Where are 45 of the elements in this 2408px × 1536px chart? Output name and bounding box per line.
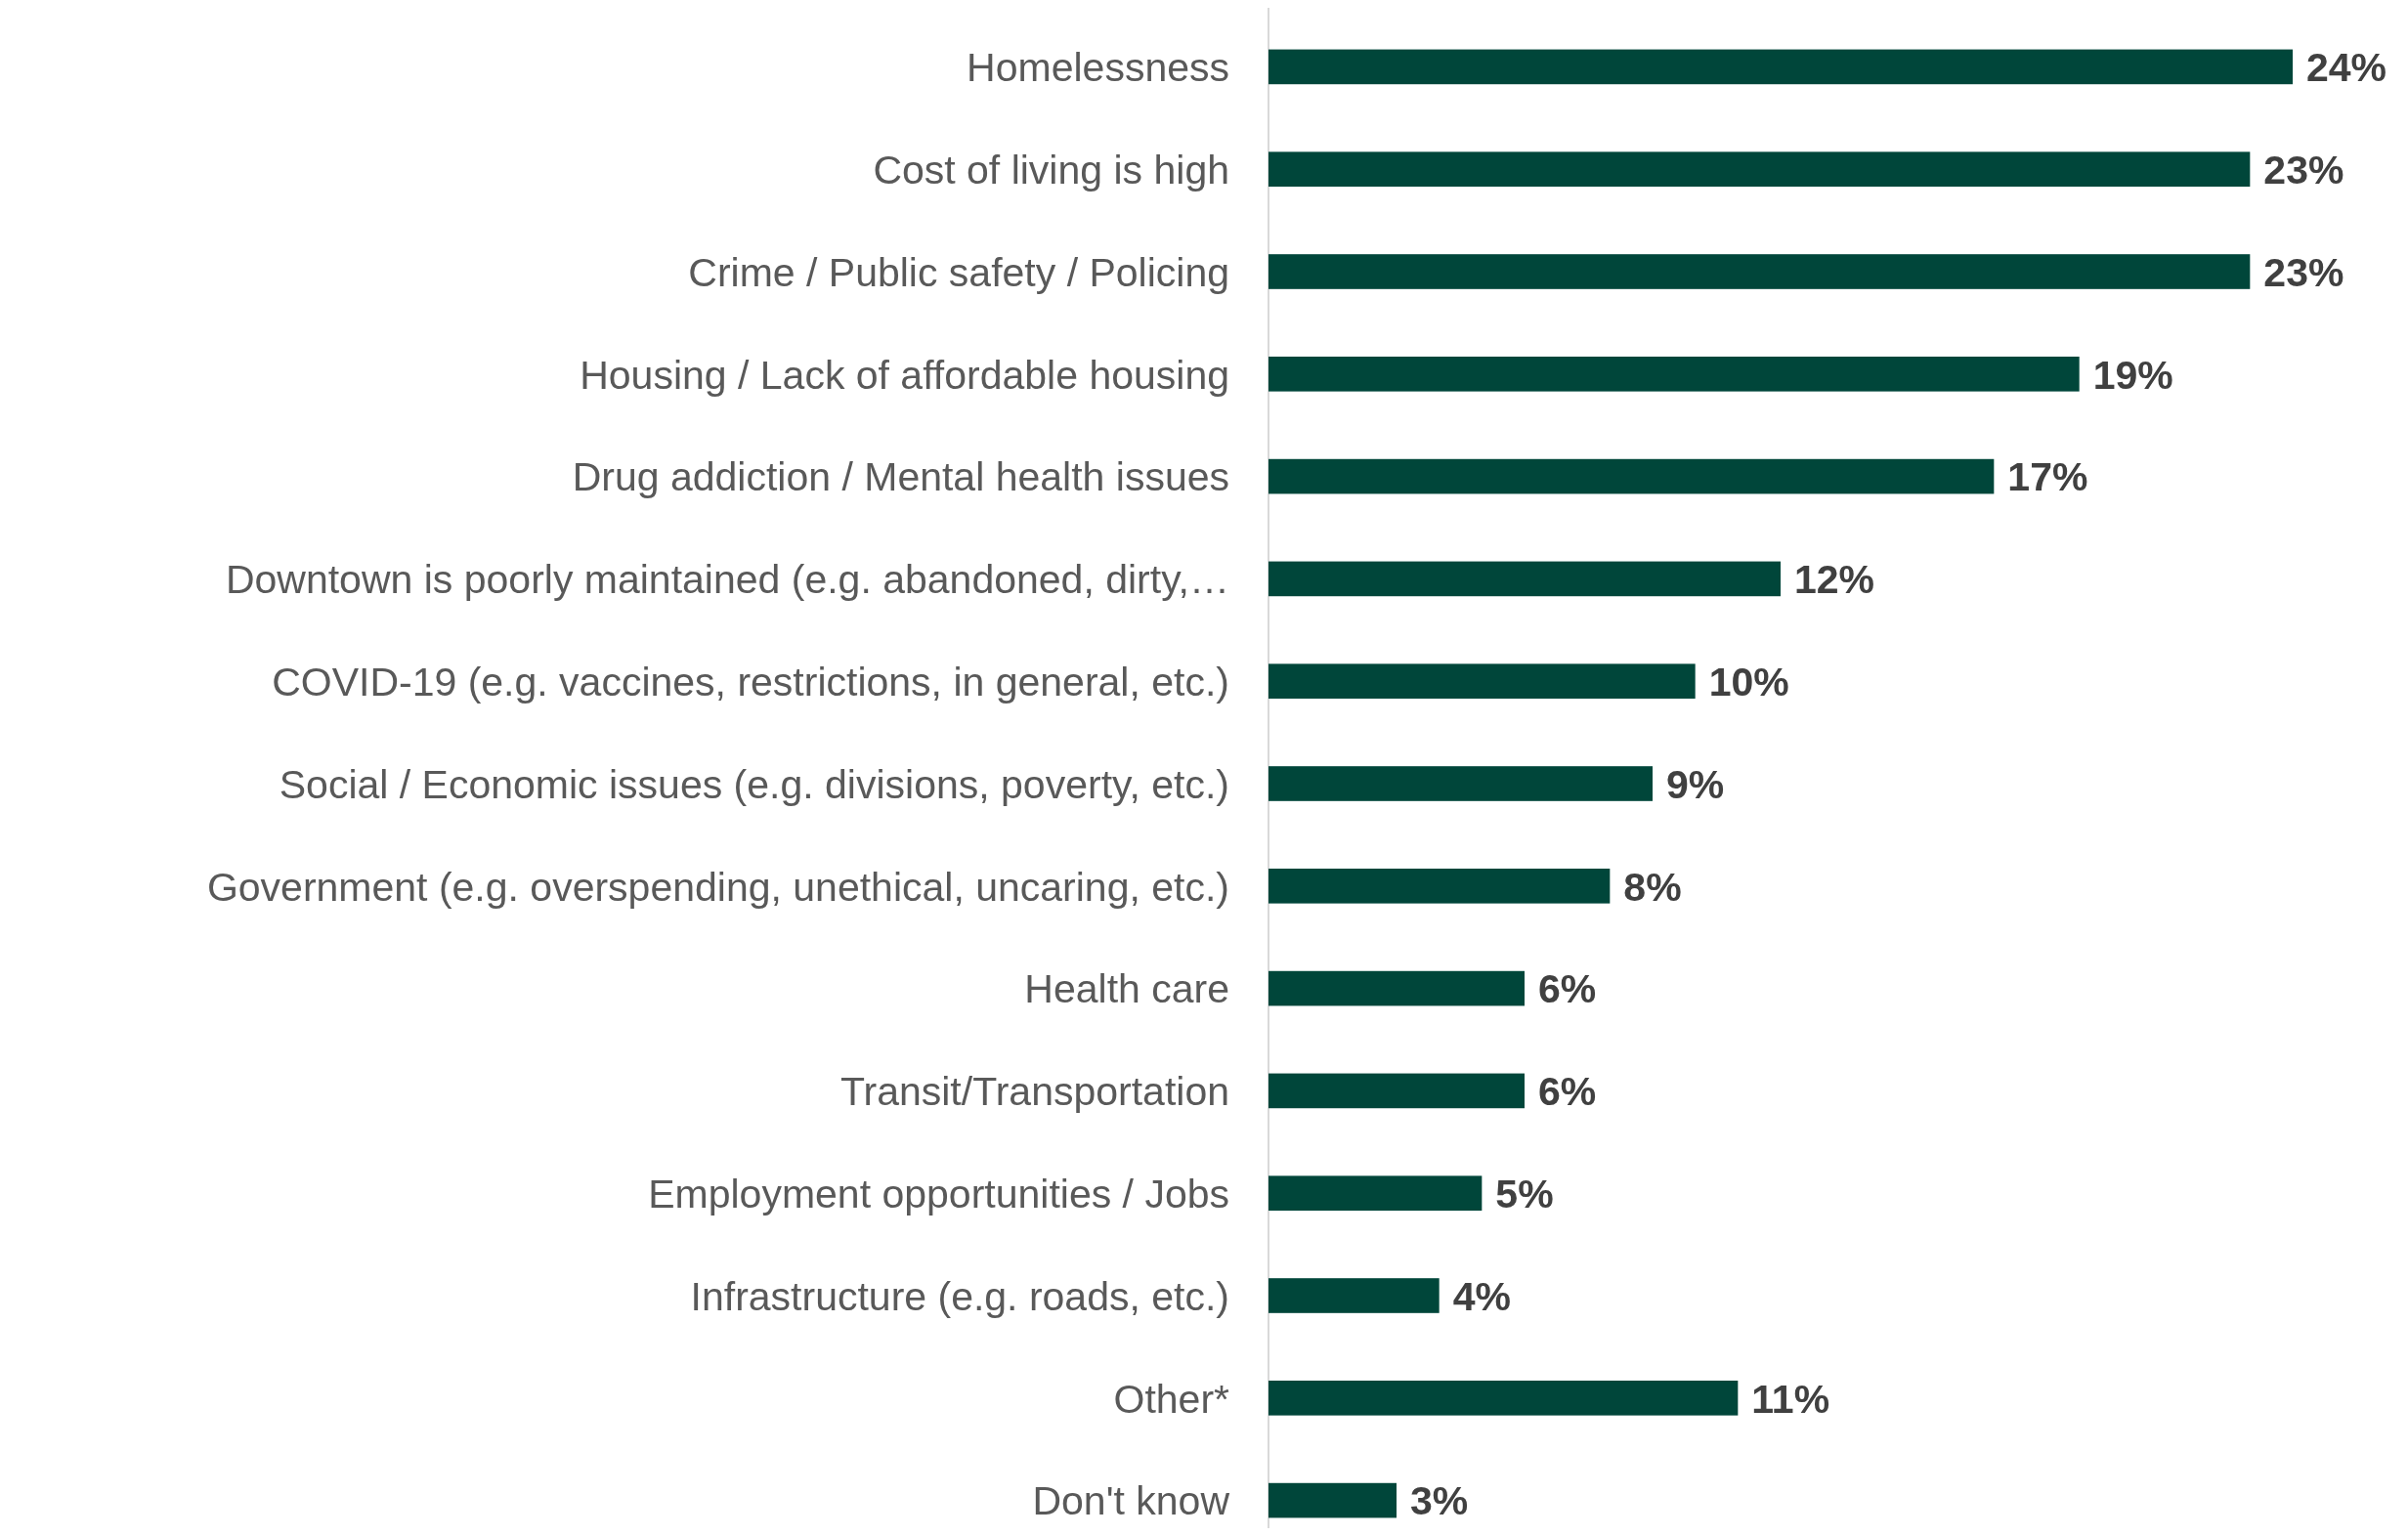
bar xyxy=(1268,254,2251,289)
bar xyxy=(1268,49,2293,85)
data-label: 6% xyxy=(1538,1069,1597,1115)
bar xyxy=(1268,1482,1397,1518)
y-tick-label: Don't know xyxy=(1032,1478,1230,1524)
y-tick-label: Social / Economic issues (e.g. divisions, poverty, etc.) xyxy=(279,761,1229,807)
y-tick-label: Homelessness xyxy=(967,45,1229,91)
y-tick-label: Government (e.g. overspending, unethical, uncaring, etc.) xyxy=(206,864,1229,910)
y-tick-label: Other* xyxy=(1113,1376,1230,1422)
bar xyxy=(1268,868,1611,904)
bar xyxy=(1268,766,1653,801)
data-label: 23% xyxy=(2263,249,2344,295)
data-label: 5% xyxy=(1495,1171,1554,1216)
data-label: 24% xyxy=(2306,45,2387,91)
data-label: 4% xyxy=(1452,1273,1511,1319)
y-tick-label: Housing / Lack of affordable housing xyxy=(580,352,1229,398)
data-label: 8% xyxy=(1623,864,1682,910)
y-tick-label: Downtown is poorly maintained (e.g. abandoned, dirty,… xyxy=(225,557,1229,603)
bar xyxy=(1268,561,1781,597)
y-tick-label: Transit/Transportation xyxy=(839,1069,1229,1115)
data-label: 3% xyxy=(1410,1478,1469,1524)
y-tick-label: Crime / Public safety / Policing xyxy=(688,249,1229,295)
bar xyxy=(1268,1380,1739,1416)
bar xyxy=(1268,1278,1440,1313)
bar xyxy=(1268,151,2251,188)
data-label: 6% xyxy=(1538,966,1597,1012)
data-label: 9% xyxy=(1666,761,1725,807)
bar xyxy=(1268,1073,1525,1109)
bar xyxy=(1268,970,1525,1006)
data-label: 11% xyxy=(1751,1376,1830,1422)
data-label: 19% xyxy=(2092,352,2173,398)
data-label: 17% xyxy=(2007,454,2088,500)
bar xyxy=(1268,458,1995,494)
data-label: 12% xyxy=(1794,557,1875,603)
y-tick-label: Employment opportunities / Jobs xyxy=(648,1171,1229,1216)
y-tick-label: Health care xyxy=(1024,966,1229,1012)
bar xyxy=(1268,1175,1483,1212)
data-label: 10% xyxy=(1708,659,1789,704)
data-label: 23% xyxy=(2263,147,2344,192)
y-tick-label: COVID-19 (e.g. vaccines, restrictions, in general, etc.) xyxy=(272,659,1229,704)
bar xyxy=(1268,663,1696,700)
bar xyxy=(1268,356,2080,392)
y-tick-label: Cost of living is high xyxy=(873,147,1229,192)
y-tick-label: Drug addiction / Mental health issues xyxy=(572,454,1229,500)
y-tick-label: Infrastructure (e.g. roads, etc.) xyxy=(690,1273,1229,1319)
